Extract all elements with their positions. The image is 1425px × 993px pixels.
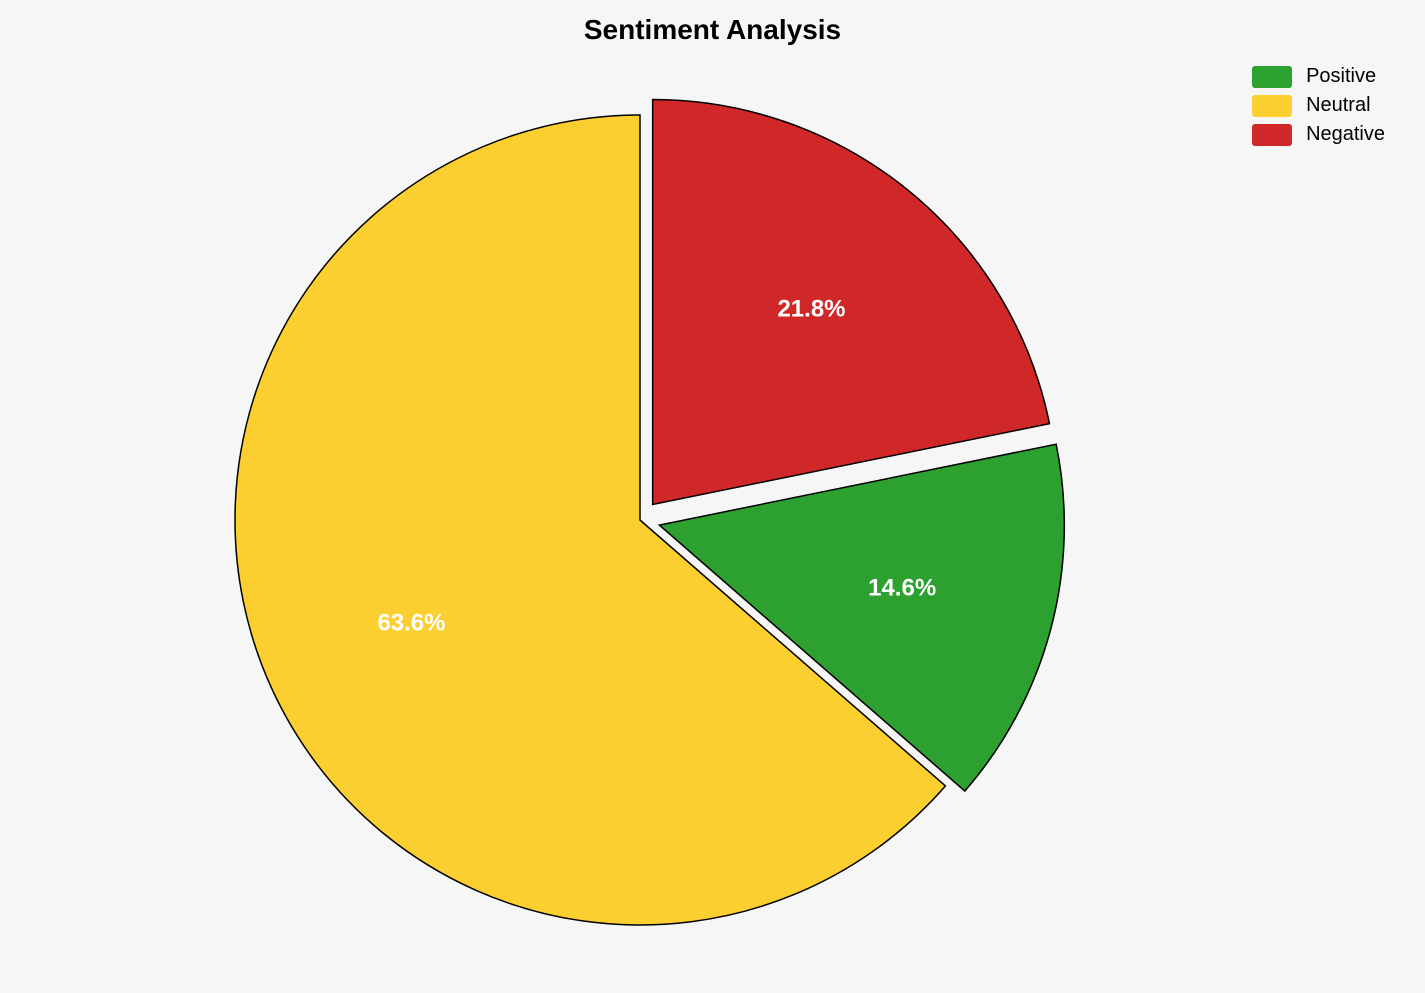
chart-container: Sentiment Analysis 21.8% 14.6% 63.6% Posit… xyxy=(0,0,1425,993)
legend-swatch xyxy=(1252,124,1292,146)
pie-chart: 21.8% 14.6% 63.6% xyxy=(0,0,1425,993)
legend-swatch xyxy=(1252,95,1292,117)
slice-label: 63.6% xyxy=(377,609,445,636)
legend-swatch xyxy=(1252,66,1292,88)
slice-label: 21.8% xyxy=(777,295,845,322)
legend-item: Positive xyxy=(1252,65,1385,88)
legend-label: Positive xyxy=(1306,65,1376,88)
pie-slice-negative xyxy=(653,100,1050,505)
legend-item: Negative xyxy=(1252,123,1385,146)
legend-label: Negative xyxy=(1306,123,1385,146)
chart-title: Sentiment Analysis xyxy=(0,14,1425,46)
legend-label: Neutral xyxy=(1306,94,1370,117)
legend-item: Neutral xyxy=(1252,94,1385,117)
legend: Positive Neutral Negative xyxy=(1252,65,1385,152)
slice-label: 14.6% xyxy=(868,574,936,601)
